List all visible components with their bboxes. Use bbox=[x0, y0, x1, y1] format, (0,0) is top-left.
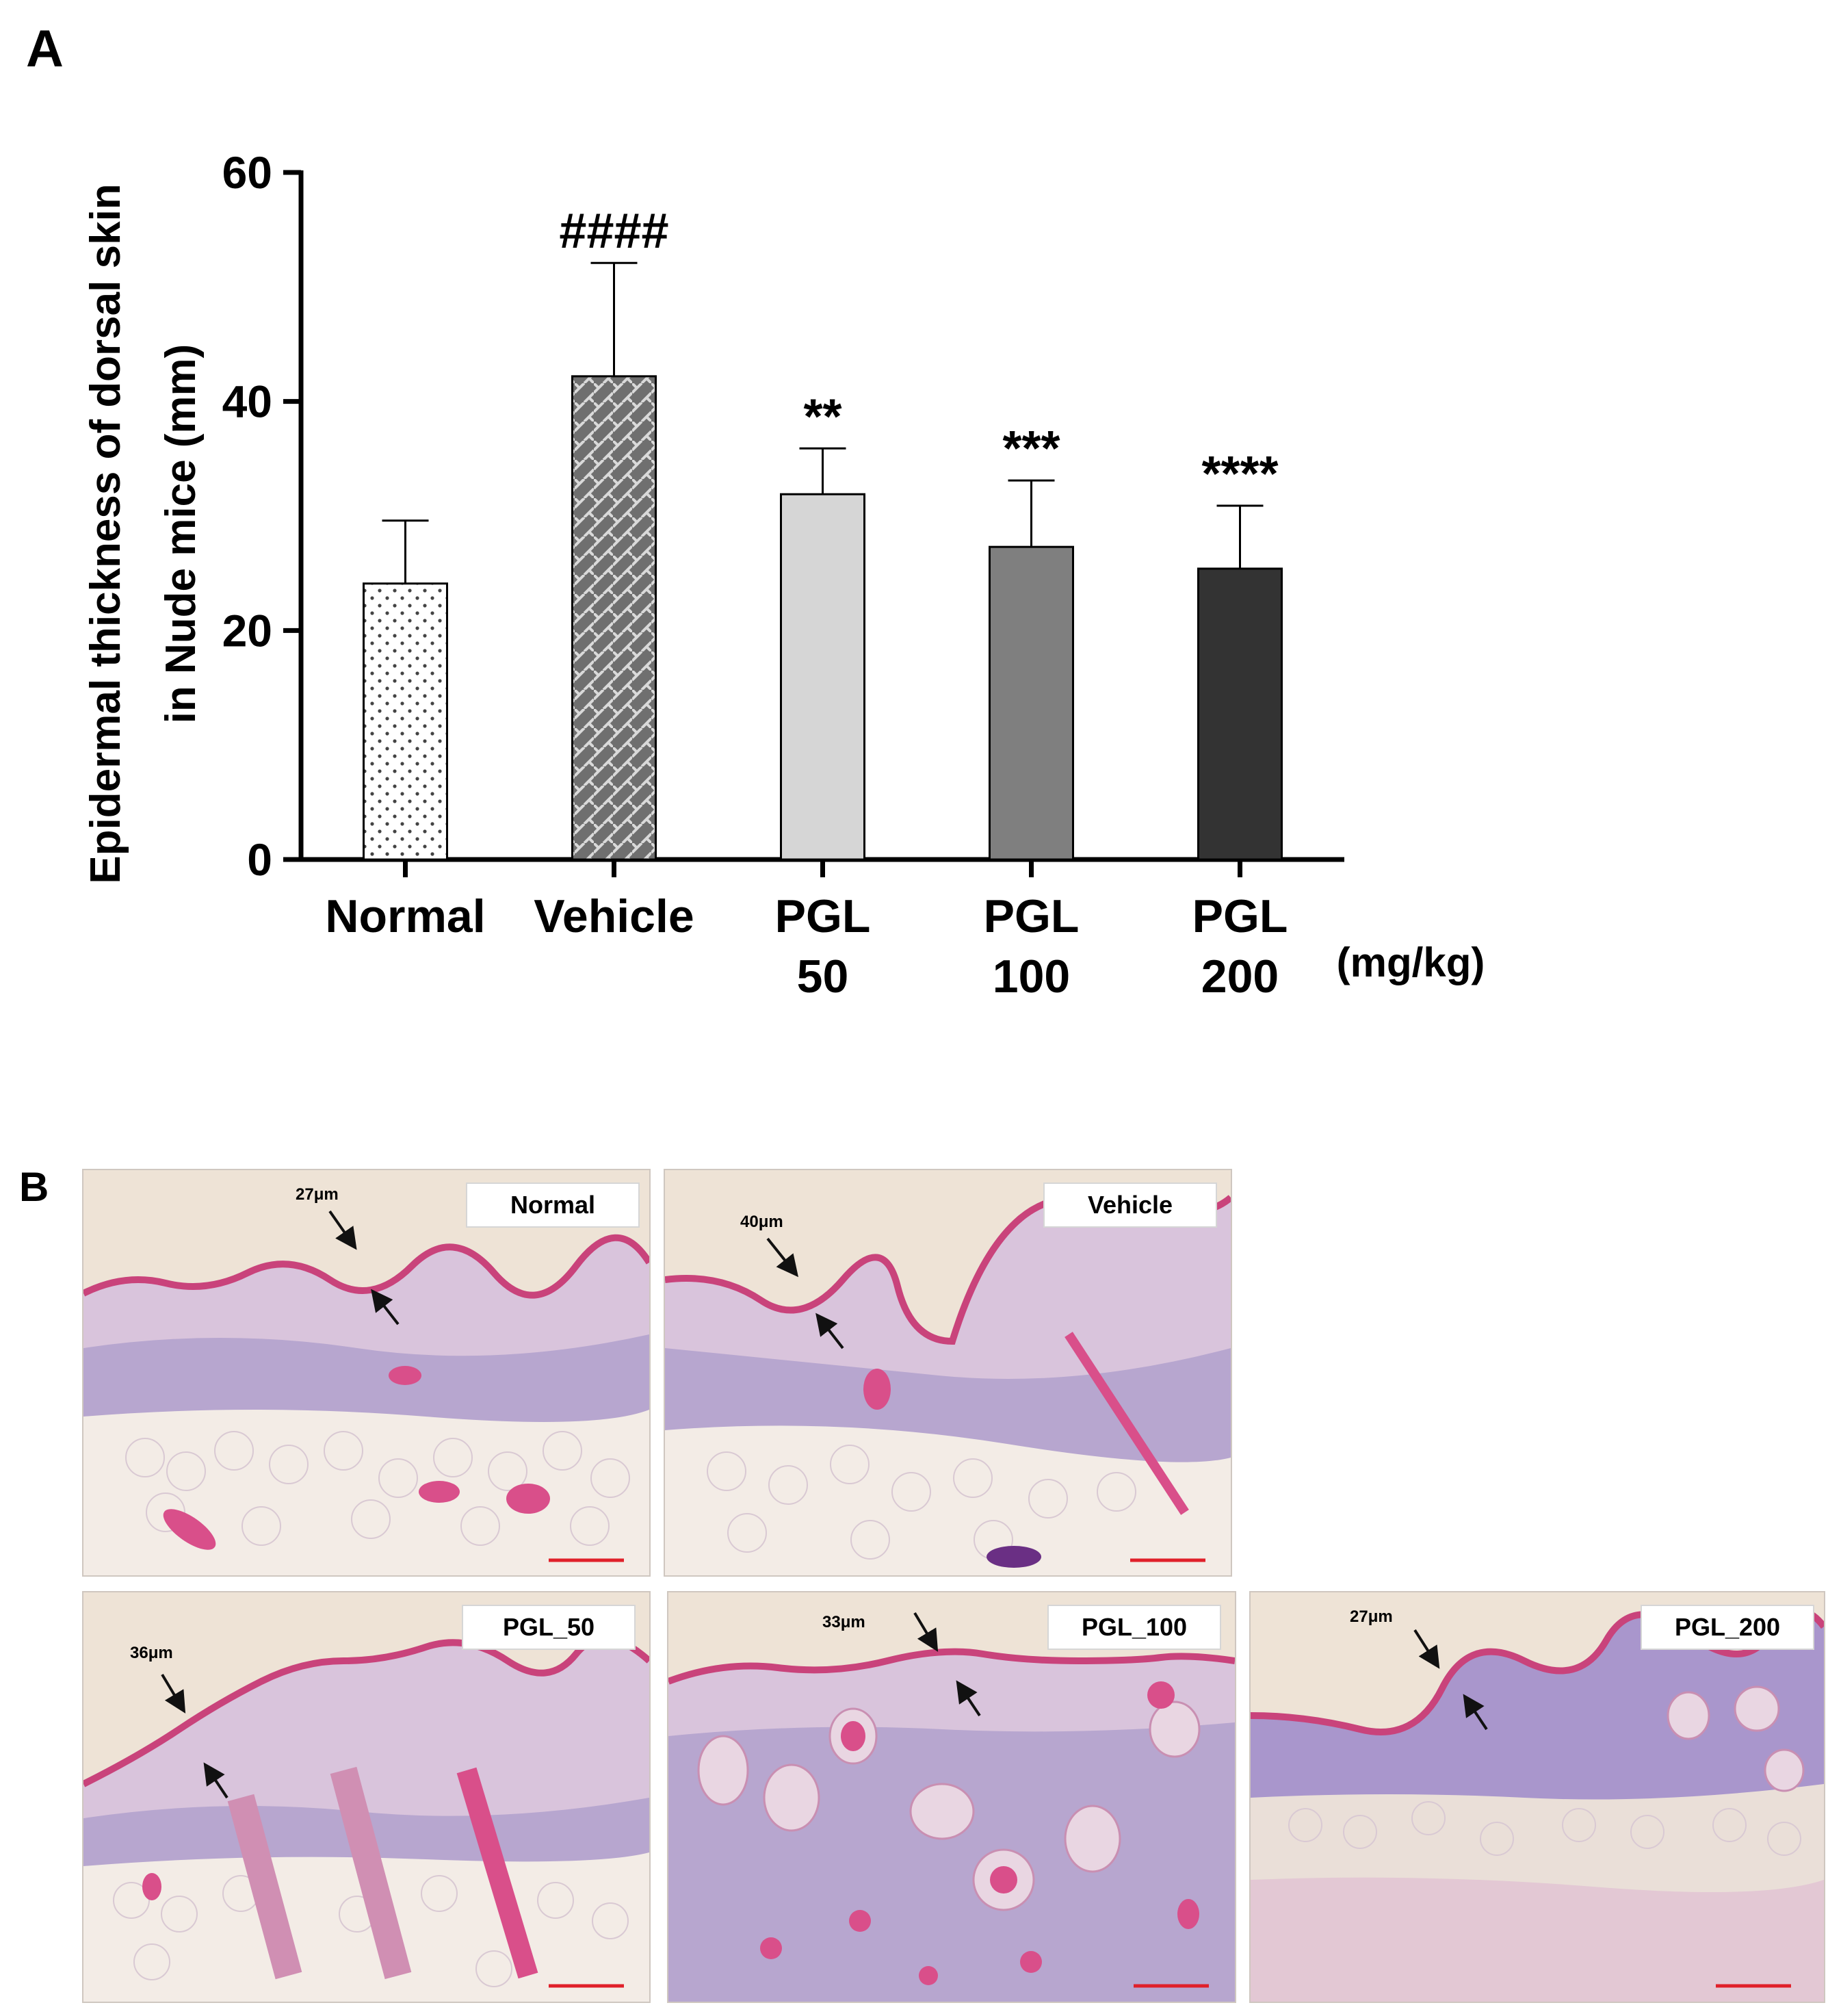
measurement-label: 27μm bbox=[296, 1185, 339, 1204]
y-axis-label-line-2: in Nude mice (mm) bbox=[157, 344, 205, 724]
panel-b-letter: B bbox=[19, 1164, 49, 1210]
bar bbox=[780, 493, 865, 861]
bar bbox=[363, 582, 448, 861]
micrograph-label: PGL_50 bbox=[462, 1605, 636, 1650]
y-tick-label: 40 bbox=[222, 376, 272, 427]
y-tick-label: 60 bbox=[222, 147, 272, 198]
category-label: 100 bbox=[993, 951, 1070, 1003]
micrograph-pgl-100: PGL_100 33μm bbox=[667, 1591, 1236, 2003]
category-label: PGL bbox=[775, 890, 871, 942]
bar bbox=[571, 375, 657, 861]
category-labels-group: Normal Vehicle PGL 50 PGL 100 PGL 200 bbox=[325, 890, 1288, 1003]
micrograph-pgl-50: PGL_50 36μm bbox=[82, 1591, 651, 2003]
x-axis bbox=[301, 857, 1344, 877]
micrograph-label: PGL_100 bbox=[1047, 1605, 1221, 1650]
tissue-image bbox=[83, 1170, 649, 1575]
category-label: 50 bbox=[797, 951, 849, 1003]
y-tick-label: 20 bbox=[222, 605, 272, 656]
micrograph-label: Vehicle bbox=[1043, 1183, 1217, 1228]
category-label: Normal bbox=[325, 890, 485, 942]
y-axis-label-line-1: Epidermal thickness of dorsal skin bbox=[82, 183, 129, 883]
significance-group: ####***** **** bbox=[559, 204, 1278, 502]
bar bbox=[989, 545, 1074, 861]
tissue-image bbox=[668, 1592, 1235, 2002]
measurement-label: 40μm bbox=[740, 1213, 783, 1231]
micrograph-label: PGL_200 bbox=[1641, 1605, 1814, 1650]
measurement-label: 36μm bbox=[130, 1644, 173, 1662]
micrograph-label: Normal bbox=[466, 1183, 640, 1228]
error-bars-group bbox=[382, 261, 1264, 584]
category-label: PGL bbox=[984, 890, 1080, 942]
tissue-image bbox=[665, 1170, 1231, 1575]
bars-group bbox=[363, 375, 1283, 861]
significance-label: **** bbox=[1201, 447, 1278, 502]
significance-label: ** bbox=[803, 389, 841, 444]
y-tick-label: 0 bbox=[247, 834, 272, 885]
tissue-image bbox=[83, 1592, 649, 2002]
category-label: Vehicle bbox=[534, 890, 694, 942]
category-label: PGL bbox=[1192, 890, 1288, 942]
micrograph-pgl-200: PGL_200 27μm bbox=[1249, 1591, 1825, 2003]
significance-label: *** bbox=[1002, 422, 1060, 476]
x-unit-label: (mg/kg) bbox=[1337, 940, 1485, 985]
panel-a-letter: A bbox=[26, 20, 64, 78]
micrograph-normal: Normal 27μm bbox=[82, 1169, 651, 1577]
tissue-image bbox=[1251, 1592, 1824, 2002]
bar bbox=[1197, 567, 1283, 861]
category-label: 200 bbox=[1201, 951, 1279, 1003]
measurement-label: 27μm bbox=[1350, 1607, 1393, 1626]
micrograph-vehicle: Vehicle 40μm bbox=[664, 1169, 1232, 1577]
measurement-label: 33μm bbox=[822, 1613, 865, 1631]
y-axis: 0 20 40 60 bbox=[222, 147, 304, 885]
significance-label: #### bbox=[559, 204, 668, 259]
